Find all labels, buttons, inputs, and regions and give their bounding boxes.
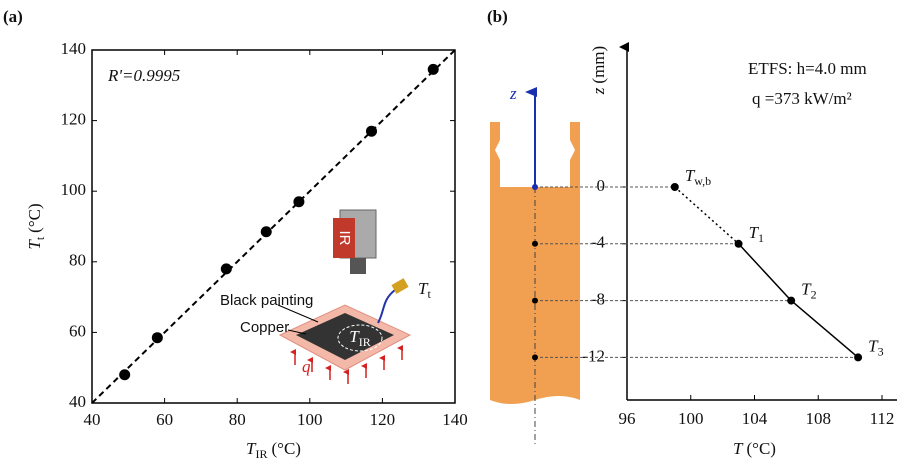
tc-label-symbol: T: [418, 279, 429, 298]
x-tick-label: 104: [742, 409, 768, 428]
data-point: [734, 239, 743, 248]
point-label-subscript: 3: [878, 344, 884, 358]
ir-label: TIR: [349, 327, 370, 349]
annotation: R'=0.9995: [107, 66, 180, 85]
data-point: [293, 196, 305, 208]
inset-axis-label: z: [509, 84, 517, 103]
data-point: [854, 353, 863, 362]
y-tick-label: 40: [69, 392, 86, 411]
painting-label: Black painting: [220, 292, 313, 309]
x-axis-label-symbol: T: [733, 439, 744, 458]
x-axis-label-unit: (°C): [747, 439, 776, 458]
x-tick-label: 140: [442, 410, 468, 429]
y-axis-label-unit: (mm): [589, 46, 608, 84]
x-tick-label: 100: [678, 409, 704, 428]
x-tick-label: 120: [370, 410, 396, 429]
camera-text: IR: [336, 231, 353, 246]
data-point: [220, 263, 232, 275]
probe-point: [532, 184, 538, 190]
x-tick-label: 40: [84, 410, 101, 429]
y-tick-label: 140: [61, 39, 87, 58]
tc-label-subscript: t: [427, 287, 431, 301]
plot-frame: [91, 49, 456, 404]
point-label-subscript: 2: [811, 287, 817, 301]
x-tick-label: 108: [806, 409, 832, 428]
panel-label: (b): [487, 7, 508, 26]
x-tick-label: 60: [156, 410, 173, 429]
y-tick-label: 80: [69, 251, 86, 270]
x-tick-label: 112: [870, 409, 895, 428]
y-tick-label: -12: [582, 346, 605, 365]
point-label-symbol: T: [749, 223, 760, 242]
point-label: Tw,b: [685, 166, 711, 188]
y-axis-label-symbol: T: [25, 239, 44, 250]
y-tick-label: -8: [591, 290, 605, 309]
line-segment: [790, 300, 859, 358]
x-tick-label: 96: [619, 409, 636, 428]
x-axis-label-symbol: T: [246, 439, 257, 458]
identity-line: [91, 49, 456, 404]
y-tick-label: 60: [69, 321, 86, 340]
point-label-symbol: T: [801, 280, 812, 299]
x-tick-label: 100: [297, 410, 323, 429]
data-point: [260, 226, 272, 238]
data-point: [670, 183, 679, 191]
panel-label: (a): [3, 7, 23, 26]
point-label-symbol: T: [685, 166, 696, 185]
data-point: [151, 332, 163, 344]
data-point: [366, 125, 378, 137]
y-axis-label: Tt (°C): [25, 203, 47, 249]
probe-point: [532, 354, 538, 361]
y-axis-label-unit: (°C): [25, 203, 44, 232]
copper-label: Copper: [240, 319, 289, 336]
ir-label-symbol: T: [349, 327, 360, 346]
point-label-subscript: 1: [758, 231, 764, 245]
y-tick-label: 0: [597, 176, 606, 195]
probe-point: [532, 240, 538, 247]
x-axis-label: T (°C): [733, 439, 776, 458]
data-point: [427, 63, 439, 75]
y-axis-label-subscript: t: [33, 236, 47, 240]
inset-illustration: [277, 209, 412, 384]
point-label: T2: [801, 280, 816, 302]
point-label: T1: [749, 223, 764, 245]
data-point: [787, 296, 796, 305]
point-label: T3: [868, 336, 883, 358]
y-axis-label: z (mm): [589, 46, 608, 95]
annotation: q =373 kW/m²: [752, 89, 852, 108]
point-label-subscript: w,b: [694, 174, 711, 188]
tc-label: Tt: [418, 279, 431, 301]
probe-point: [532, 297, 538, 304]
line-segment: [674, 186, 740, 245]
x-axis-label-unit: (°C): [272, 439, 301, 458]
flux-label: q: [302, 357, 311, 376]
y-axis-label-symbol: z: [589, 87, 608, 95]
ir-label-subscript: IR: [359, 335, 371, 349]
y-tick-label: 120: [61, 110, 87, 129]
point-label-symbol: T: [868, 336, 879, 355]
y-tick-label: -4: [591, 233, 606, 252]
copper-block: [490, 87, 580, 445]
y-tick-label: 100: [61, 180, 87, 199]
x-tick-label: 80: [229, 410, 246, 429]
annotation: ETFS: h=4.0 mm: [748, 59, 867, 78]
x-axis-label: TIR (°C): [246, 439, 301, 461]
line-segment: [738, 243, 792, 302]
data-point: [119, 369, 131, 381]
x-axis-label-subscript: IR: [256, 447, 268, 461]
